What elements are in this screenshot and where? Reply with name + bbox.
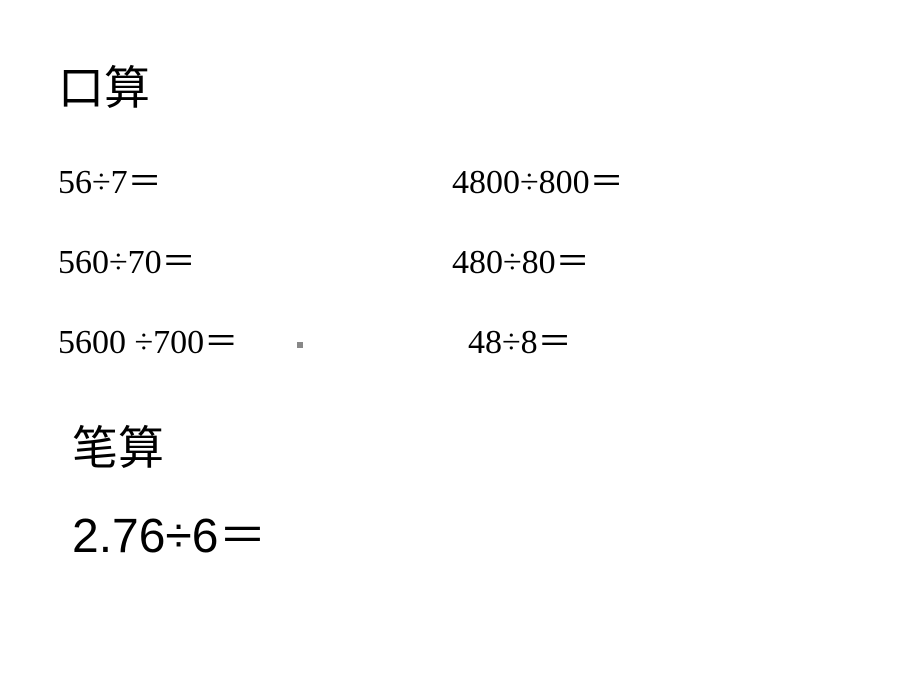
mental-math-expr: 5600 ÷700＝ — [58, 326, 238, 360]
mental-math-expr: 480÷80＝ — [452, 246, 590, 280]
section-title-mental-math: 口算 — [58, 52, 150, 118]
mental-math-expr: 56÷7＝ — [58, 166, 162, 200]
mental-math-expr: 4800÷800＝ — [452, 166, 624, 200]
worksheet-page: 口算 56÷7＝ 560÷70＝ 5600 ÷700＝ 4800÷800＝ 48… — [0, 0, 920, 690]
mental-math-expr: 560÷70＝ — [58, 246, 196, 280]
section-title-written-math: 笔算 — [72, 412, 164, 478]
bullet-marker — [297, 342, 303, 348]
mental-math-expr: 48÷8＝ — [468, 326, 572, 360]
written-math-expr: 2.76÷6＝ — [72, 496, 266, 566]
